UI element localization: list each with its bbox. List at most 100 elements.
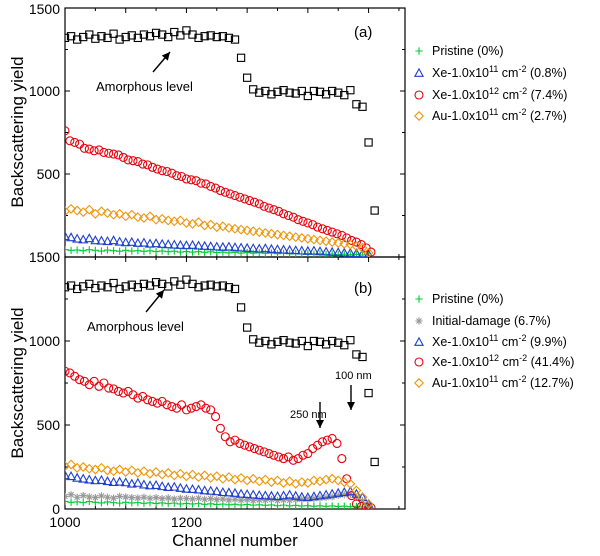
data-point: [279, 86, 288, 95]
data-point: [186, 175, 196, 185]
data-point: [139, 30, 149, 39]
y-axis-title-bottom: Backscattering yield: [8, 307, 27, 458]
data-point: [90, 475, 101, 485]
data-point: [316, 502, 324, 509]
data-point: [108, 235, 119, 245]
data-point: [328, 502, 336, 509]
data-point: [266, 243, 277, 253]
data-point: [327, 227, 337, 237]
data-point: [297, 86, 306, 96]
data-point: [236, 224, 247, 235]
data-point: [157, 481, 168, 491]
data-point: [79, 491, 87, 500]
x-tick-label: 1400: [292, 514, 323, 530]
data-point: [133, 393, 143, 403]
x-tick-label: 1200: [171, 514, 202, 530]
data-point: [339, 477, 350, 488]
data-point: [310, 494, 318, 503]
data-point: [261, 496, 269, 504]
data-point: [151, 238, 162, 248]
data-point: [314, 246, 326, 256]
data-point: [84, 463, 95, 474]
data-point: [172, 403, 182, 413]
data-point: [327, 488, 338, 498]
data-point: [187, 239, 198, 249]
data-point: [272, 475, 283, 486]
data-point: [235, 438, 245, 449]
data-point: [84, 380, 94, 390]
data-point: [231, 248, 239, 256]
data-point: [138, 466, 149, 477]
data-point: [182, 494, 191, 503]
data-point: [79, 499, 87, 507]
data-point: [296, 245, 307, 255]
data-point: [196, 178, 206, 188]
data-point: [248, 226, 259, 237]
data-point: [97, 247, 106, 255]
data-point: [65, 368, 75, 378]
x-axis-title: Channel number: [172, 531, 298, 550]
legend-a: Pristine (0%) Xe-1.0x1011 cm-2 (0.8%) Xe-1…: [413, 44, 567, 123]
data-point: [193, 484, 204, 494]
data-point: [223, 241, 234, 251]
data-point: [146, 247, 154, 255]
data-point: [302, 233, 313, 244]
data-point: [339, 486, 350, 497]
data-point: [259, 201, 269, 211]
data-point: [317, 224, 327, 234]
data-point: [94, 381, 104, 391]
data-point: [363, 498, 374, 509]
data-point: [230, 435, 240, 445]
data-point: [260, 227, 271, 238]
data-point: [211, 471, 222, 482]
data-point: [236, 242, 247, 252]
data-point: [158, 247, 166, 255]
y-axis-title-top: Backscattering yield: [8, 56, 27, 207]
data-point: [255, 338, 264, 347]
data-point: [269, 450, 279, 460]
data-point: [89, 376, 99, 386]
legend-label: Xe-1.0x1012 cm-2 (7.4%): [432, 86, 567, 102]
data-point: [288, 455, 298, 465]
data-point: [199, 485, 210, 495]
data-point: [347, 235, 357, 245]
data-point: [85, 246, 93, 254]
data-point: [242, 488, 253, 499]
data-point: [182, 275, 191, 284]
data-point: [108, 476, 119, 486]
data-point: [297, 336, 306, 346]
data-point: [310, 502, 318, 509]
data-point: [151, 28, 161, 38]
data-point: [273, 87, 282, 96]
series-diamond: [65, 459, 374, 509]
data-point: [103, 493, 112, 501]
data-point: [78, 473, 89, 483]
data-point: [127, 280, 136, 289]
data-point: [116, 499, 124, 507]
data-point: [109, 149, 119, 159]
data-point: [67, 498, 75, 506]
data-point: [345, 239, 356, 250]
data-point: [240, 194, 250, 204]
data-point: [126, 478, 137, 488]
data-point: [220, 187, 230, 197]
series-square: [65, 26, 379, 215]
data-point: [242, 323, 252, 332]
legend-marker: [413, 336, 425, 346]
annotation-arrows: [145, 51, 355, 428]
data-point: [317, 437, 327, 447]
data-point: [242, 242, 253, 252]
data-point: [316, 494, 324, 502]
data-point: [186, 403, 196, 413]
data-point: [272, 490, 283, 501]
data-point: [138, 159, 148, 169]
data-point: [327, 336, 337, 346]
data-point: [199, 470, 210, 481]
data-point: [194, 494, 203, 502]
legend-label: Xe-1.0x1012 cm-2 (41.4%): [432, 353, 574, 369]
data-point: [340, 502, 348, 509]
data-point: [151, 467, 162, 478]
data-point: [133, 157, 143, 167]
data-point: [138, 479, 149, 489]
data-point: [218, 281, 228, 290]
